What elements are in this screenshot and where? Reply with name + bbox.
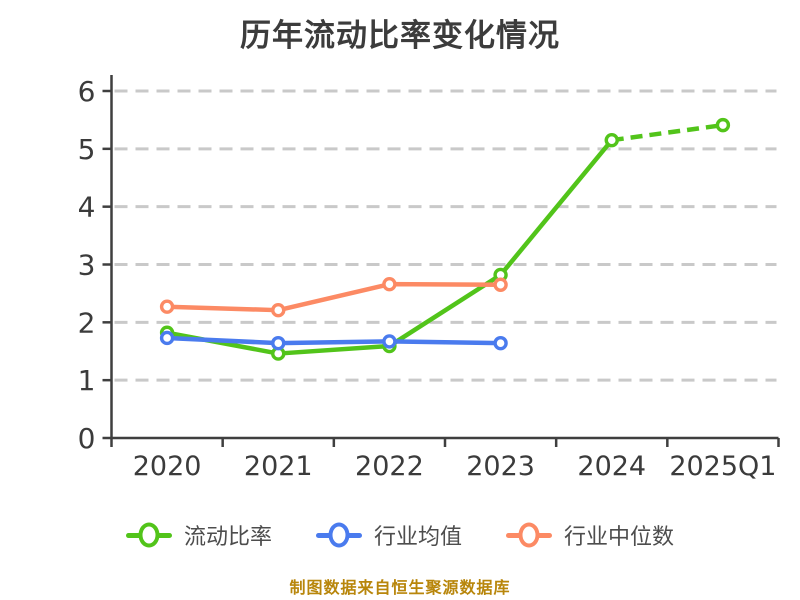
- x-axis-category-label: 2020: [133, 451, 202, 482]
- series-line-1: [164, 335, 503, 346]
- series-0-point-marker: [604, 132, 619, 148]
- circle-marker-icon: [138, 522, 160, 548]
- y-axis-tick-label: 3: [78, 249, 96, 282]
- legend-item-industry-average: 行业均值: [315, 519, 462, 551]
- circle-marker-icon: [328, 522, 350, 548]
- x-axis-category-label: 2022: [355, 451, 424, 482]
- data-source-caption: 制图数据来自恒生聚源数据库: [289, 578, 511, 597]
- y-axis-tick-label: 1: [78, 364, 96, 397]
- legend-line-marker-icon: [506, 522, 552, 548]
- x-axis-category-label: 2025Q1: [669, 451, 776, 482]
- series-1-point-marker: [493, 335, 508, 351]
- series-1-point-marker: [159, 330, 175, 346]
- legend-label: 行业中位数: [564, 525, 675, 550]
- legend-item-current-ratio: 流动比率: [125, 519, 272, 551]
- series-line-0-forecast-dashed: [611, 122, 724, 143]
- y-axis-tick-label: 5: [78, 133, 96, 166]
- y-axis-tick-label: 2: [78, 306, 96, 339]
- legend-item-industry-median: 行业中位数: [506, 519, 674, 551]
- series-2-point-marker: [493, 277, 508, 292]
- series-2-point-marker: [159, 299, 175, 314]
- chart-title: 历年流动比率变化情况: [240, 18, 560, 54]
- series-1-point-marker: [271, 335, 286, 351]
- series-2-point-marker: [382, 276, 397, 292]
- y-axis-tick-label: 0: [78, 422, 96, 455]
- x-axis-category-label: 2024: [577, 451, 646, 482]
- circle-marker-icon: [518, 522, 540, 548]
- series-2-point-marker: [271, 302, 286, 318]
- series-1-point-marker: [382, 334, 397, 349]
- y-axis-tick-label: 4: [78, 191, 96, 224]
- x-axis-category-label: 2023: [466, 451, 535, 482]
- legend-line-marker-icon: [315, 522, 362, 548]
- legend-label: 行业均值: [373, 525, 462, 550]
- series-0-point-marker: [715, 117, 731, 133]
- legend-line-marker-icon: [125, 522, 172, 548]
- y-axis-tick-label: 6: [78, 75, 96, 108]
- x-axis-category-label: 2021: [244, 451, 313, 482]
- chart-legend: 流动比率 行业均值 行业中位数: [0, 519, 800, 551]
- legend-label: 流动比率: [183, 525, 272, 550]
- series-line-2: [164, 281, 503, 313]
